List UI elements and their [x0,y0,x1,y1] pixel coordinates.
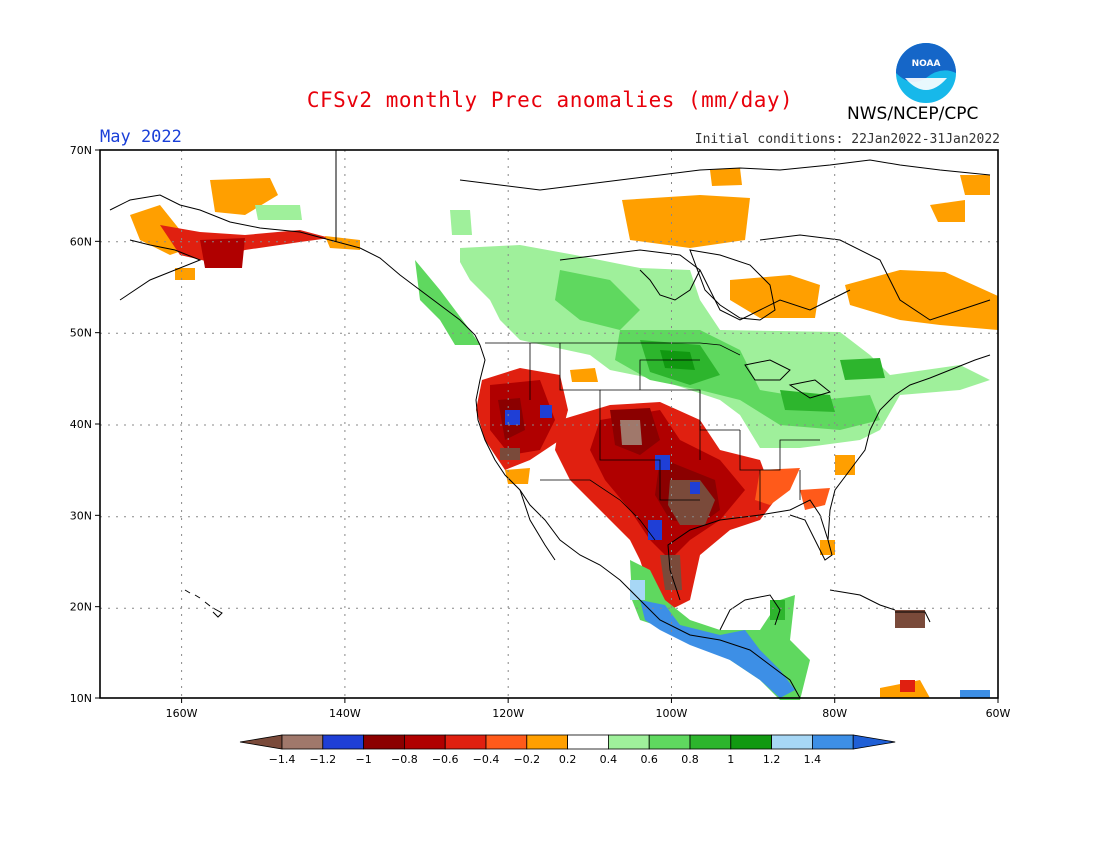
lon-label: 80W [822,707,847,720]
colorbar-tick-label: 0.2 [559,753,577,766]
lat-label: 60N [70,235,92,248]
colorbar-cell [363,734,405,750]
lat-label: 50N [70,327,92,340]
lon-label: 160W [166,707,198,720]
lat-label: 30N [70,509,92,522]
colorbar-cell [771,734,813,750]
colorbar-cell [730,734,772,750]
political-borders [485,342,820,541]
colorbar-tick-label: −1 [355,753,371,766]
lon-label: 140W [329,707,361,720]
colorbar-cell [322,734,364,750]
colorbar-tick-label: −1.2 [309,753,336,766]
colorbar-tick-label: −0.8 [391,753,418,766]
colorbar-cell [648,734,691,750]
colorbar-tick-label: 0.4 [600,753,618,766]
colorbar-tick-label: 0.6 [640,753,658,766]
colorbar-cell [812,734,854,750]
colorbar-cell [526,734,568,750]
colorbar-tick-label: 0.8 [681,753,699,766]
colorbar-cell [689,734,732,750]
colorbar-tick-label: −0.6 [432,753,459,766]
graticule [100,150,998,698]
lon-label: 60W [986,707,1011,720]
anomaly-fields [130,168,998,700]
colorbar-cell [608,734,650,750]
colorbar-cell [485,734,528,750]
chart-title: CFSv2 monthly Prec anomalies (mm/day) [306,88,794,112]
colorbar-cell [403,734,446,750]
lat-label: 10N [70,692,92,705]
colorbar-cell [852,734,896,750]
colorbar-cell [567,734,609,750]
lat-label: 40N [70,418,92,431]
colorbar: −1.4 −1.2 −1 −0.8 −0.6 −0.4 −0.2 0.2 0.4 0.6 0.8 1 1… [239,734,896,766]
valid-month-label: May 2022 [100,127,182,147]
colorbar-cell [239,734,283,750]
colorbar-tick-label: −1.4 [269,753,296,766]
colorbar-tick-label: −0.4 [473,753,500,766]
logo-text: NOAA [912,59,941,69]
colorbar-cell [281,734,324,750]
lon-label: 120W [492,707,524,720]
initial-conditions-label: Initial conditions: 22Jan2022-31Jan2022 [694,132,1000,147]
colorbar-tick-label: 1.2 [763,753,781,766]
coastlines [109,150,991,699]
lon-label: 100W [656,707,688,720]
colorbar-tick-label: −0.2 [513,753,540,766]
colorbar-tick-label: 1 [727,753,734,766]
organization-label: NWS/NCEP/CPC [847,104,979,124]
colorbar-cell [444,734,487,750]
colorbar-tick-label: 1.4 [804,753,822,766]
lat-label: 20N [70,601,92,614]
noaa-logo: NOAA [896,43,956,103]
lat-label: 70N [70,144,92,157]
